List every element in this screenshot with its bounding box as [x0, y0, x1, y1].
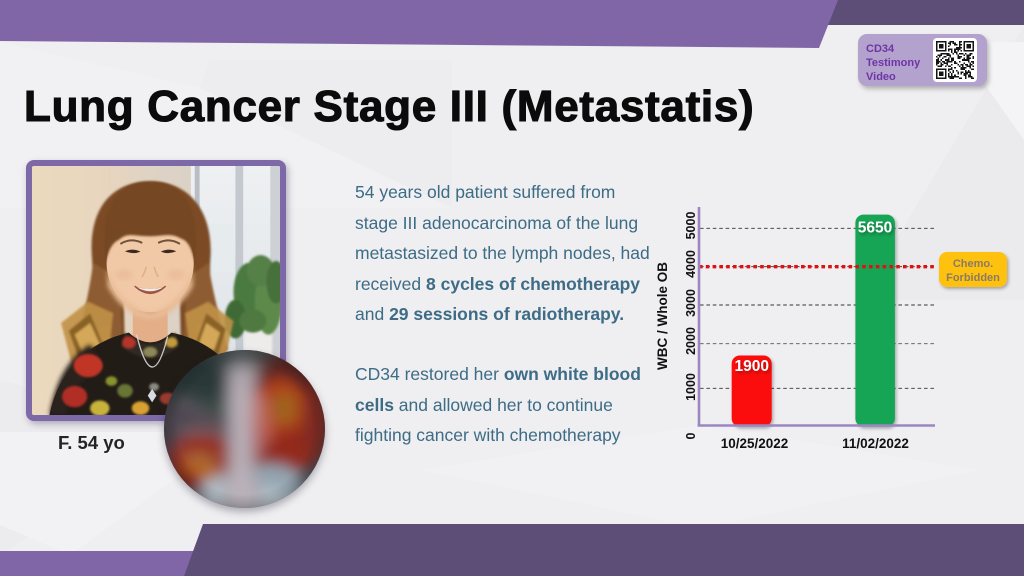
svg-text:4000: 4000 — [684, 250, 698, 278]
svg-text:5000: 5000 — [684, 212, 698, 240]
svg-text:1900: 1900 — [734, 358, 768, 375]
svg-text:WBC / Whole OB: WBC / Whole OB — [655, 262, 670, 370]
svg-text:Forbidden: Forbidden — [946, 272, 1000, 284]
svg-text:5650: 5650 — [858, 220, 892, 237]
svg-text:10/25/2022: 10/25/2022 — [721, 436, 789, 451]
svg-text:3000: 3000 — [684, 289, 698, 317]
svg-text:1000: 1000 — [684, 373, 698, 401]
svg-text:11/02/2022: 11/02/2022 — [842, 436, 909, 451]
svg-text:Chemo.: Chemo. — [953, 258, 993, 270]
svg-text:2000: 2000 — [684, 327, 698, 355]
svg-text:0: 0 — [684, 432, 698, 439]
